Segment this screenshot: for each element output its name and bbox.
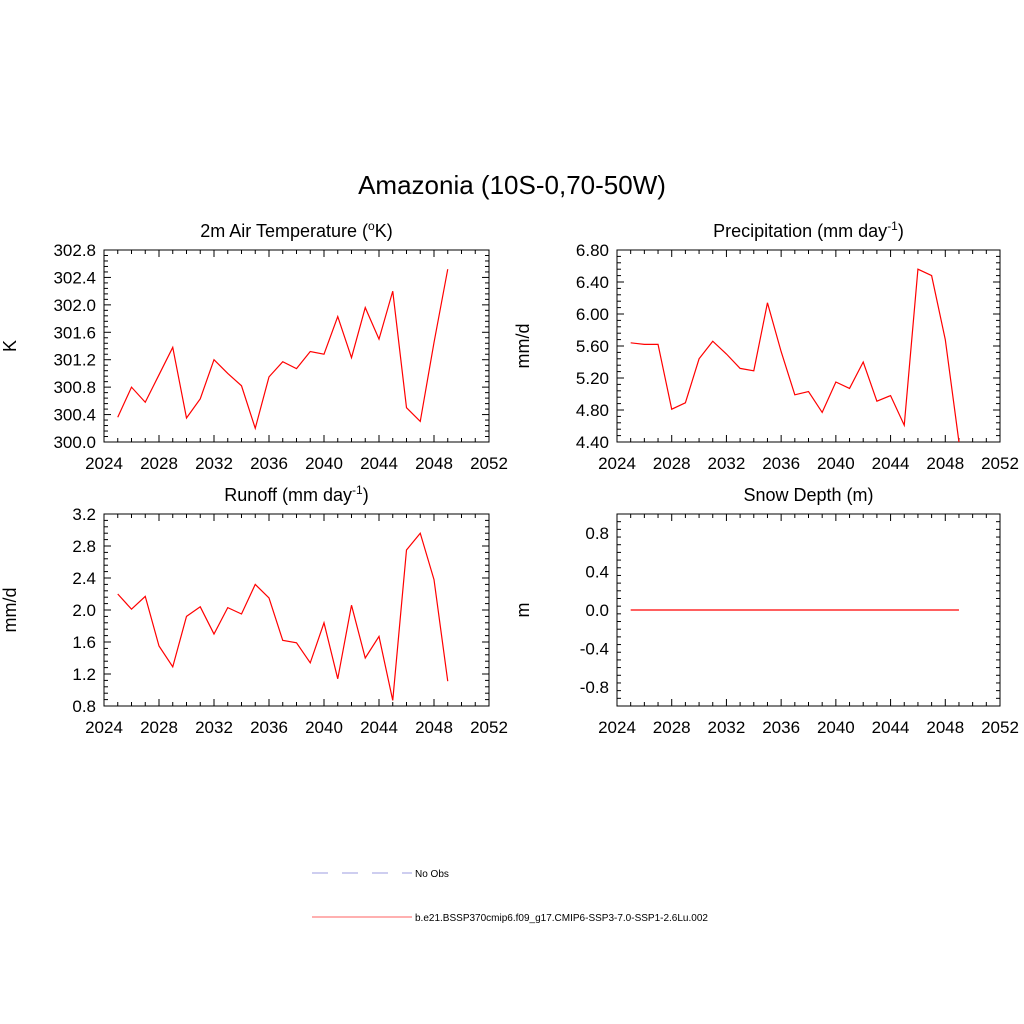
runoff-xtick-label: 2024 bbox=[85, 718, 123, 737]
temperature-ytick-label: 301.2 bbox=[53, 351, 96, 370]
snow-depth-xtick-label: 2032 bbox=[708, 718, 746, 737]
precipitation-ytick-label: 4.40 bbox=[576, 433, 609, 452]
runoff-ytick-label: 1.6 bbox=[72, 633, 96, 652]
snow-depth-ylabel: m bbox=[513, 603, 533, 618]
snow-depth-ytick-label: 0.0 bbox=[585, 601, 609, 620]
temperature-ytick-label: 300.8 bbox=[53, 378, 96, 397]
temperature-series-line bbox=[117, 269, 449, 431]
precipitation-title-superscript: -1 bbox=[887, 219, 898, 233]
temperature-ytick-label: 301.6 bbox=[53, 323, 96, 342]
precipitation-xtick-label: 2040 bbox=[817, 454, 855, 473]
runoff-plot-frame bbox=[103, 513, 490, 707]
runoff-ytick-label: 0.8 bbox=[72, 697, 96, 716]
precipitation-ytick-label: 6.00 bbox=[576, 305, 609, 324]
precipitation-xtick-label: 2024 bbox=[598, 454, 636, 473]
runoff-title-main: Runoff (mm day bbox=[224, 485, 352, 505]
precipitation-ytick-label: 6.40 bbox=[576, 273, 609, 292]
snow-depth-title: Snow Depth (m) bbox=[743, 485, 873, 505]
precipitation-title-main: Precipitation (mm day bbox=[713, 221, 887, 241]
temperature-title-end: K) bbox=[375, 221, 393, 241]
temperature-ytick-label: 300.4 bbox=[53, 406, 96, 425]
runoff-xtick-label: 2048 bbox=[415, 718, 453, 737]
runoff-ytick-label: 2.0 bbox=[72, 601, 96, 620]
temperature-xtick-label: 2040 bbox=[305, 454, 343, 473]
precipitation-series-line bbox=[630, 268, 960, 443]
precipitation-xtick-label: 2028 bbox=[653, 454, 691, 473]
temperature-xtick-label: 2052 bbox=[470, 454, 508, 473]
snow-depth-xtick-label: 2028 bbox=[653, 718, 691, 737]
runoff-xtick-label: 2036 bbox=[250, 718, 288, 737]
precipitation-xtick-label: 2052 bbox=[981, 454, 1019, 473]
snow-depth-ytick-label: 0.4 bbox=[585, 563, 609, 582]
runoff-title: Runoff (mm day-1) bbox=[224, 483, 368, 505]
panel-snow-depth: 2024 2028 2032 2036 2040 2044 2048 2052 -0.8 -0.4… bbox=[513, 485, 1019, 737]
snow-depth-xtick-label: 2052 bbox=[981, 718, 1019, 737]
runoff-xtick-label: 2032 bbox=[195, 718, 233, 737]
legend-label-model-run: b.e21.BSSP370cmip6.f09_g17.CMIP6-SSP3-7.… bbox=[415, 913, 708, 924]
precipitation-ytick-label: 5.60 bbox=[576, 337, 609, 356]
precipitation-title-end: ) bbox=[898, 221, 904, 241]
temperature-ytick-label: 300.0 bbox=[53, 433, 96, 452]
precipitation-plot-frame bbox=[616, 249, 1001, 443]
snow-depth-xtick-label: 2024 bbox=[598, 718, 636, 737]
temperature-ytick-label: 302.0 bbox=[53, 296, 96, 315]
snow-depth-xtick-label: 2036 bbox=[762, 718, 800, 737]
precipitation-ylabel: mm/d bbox=[513, 324, 533, 369]
panel-runoff: 2024 2028 2032 2036 2040 2044 2048 2052 0.8 1.2 1.… bbox=[0, 483, 508, 737]
precipitation-xtick-label: 2032 bbox=[708, 454, 746, 473]
precipitation-title: Precipitation (mm day-1) bbox=[713, 219, 904, 241]
legend-label-no-obs: No Obs bbox=[415, 869, 449, 880]
precipitation-ytick-label: 5.20 bbox=[576, 369, 609, 388]
temperature-ytick-label: 302.4 bbox=[53, 268, 96, 287]
precipitation-ytick-label: 6.80 bbox=[576, 241, 609, 260]
panels: 2024 2028 2032 2036 2040 2044 2048 2052 300.0 300… bbox=[0, 219, 1019, 737]
runoff-ytick-label: 2.8 bbox=[72, 537, 96, 556]
precipitation-ytick-label: 4.80 bbox=[576, 401, 609, 420]
figure-title: Amazonia (10S-0,70-50W) bbox=[358, 170, 666, 200]
snow-depth-ytick-label: 0.8 bbox=[585, 524, 609, 543]
temperature-xtick-label: 2048 bbox=[415, 454, 453, 473]
precipitation-xtick-label: 2044 bbox=[872, 454, 910, 473]
temperature-xtick-label: 2036 bbox=[250, 454, 288, 473]
precipitation-xtick-label: 2036 bbox=[762, 454, 800, 473]
runoff-series-line bbox=[117, 531, 449, 701]
legend: No Obs b.e21.BSSP370cmip6.f09_g17.CMIP6-… bbox=[312, 869, 708, 924]
temperature-title-superscript: o bbox=[368, 219, 375, 233]
snow-depth-xtick-label: 2044 bbox=[872, 718, 910, 737]
snow-depth-ytick-label: -0.4 bbox=[580, 639, 609, 658]
temperature-xtick-label: 2028 bbox=[140, 454, 178, 473]
temperature-xtick-label: 2024 bbox=[85, 454, 123, 473]
temperature-ytick-label: 302.8 bbox=[53, 241, 96, 260]
snow-depth-ytick-label: -0.8 bbox=[580, 678, 609, 697]
runoff-title-end: ) bbox=[363, 485, 369, 505]
panel-precipitation: 2024 2028 2032 2036 2040 2044 2048 2052 4.40 4.80… bbox=[513, 219, 1019, 473]
runoff-xtick-label: 2052 bbox=[470, 718, 508, 737]
precipitation-xtick-label: 2048 bbox=[926, 454, 964, 473]
runoff-xtick-label: 2040 bbox=[305, 718, 343, 737]
temperature-title: 2m Air Temperature (oK) bbox=[200, 219, 392, 241]
temperature-ylabel: K bbox=[0, 340, 20, 352]
temperature-title-main: 2m Air Temperature ( bbox=[200, 221, 368, 241]
runoff-ylabel: mm/d bbox=[0, 588, 20, 633]
runoff-xtick-label: 2028 bbox=[140, 718, 178, 737]
snow-depth-title-main: Snow Depth (m) bbox=[743, 485, 873, 505]
temperature-xtick-label: 2044 bbox=[360, 454, 398, 473]
runoff-ytick-label: 1.2 bbox=[72, 665, 96, 684]
snow-depth-xtick-label: 2048 bbox=[926, 718, 964, 737]
snow-depth-xtick-label: 2040 bbox=[817, 718, 855, 737]
runoff-ytick-label: 3.2 bbox=[72, 505, 96, 524]
panel-temperature: 2024 2028 2032 2036 2040 2044 2048 2052 300.0 300… bbox=[0, 219, 508, 473]
runoff-ytick-label: 2.4 bbox=[72, 569, 96, 588]
runoff-title-superscript: -1 bbox=[352, 483, 363, 497]
runoff-xtick-label: 2044 bbox=[360, 718, 398, 737]
temperature-xtick-label: 2032 bbox=[195, 454, 233, 473]
temperature-plot-frame bbox=[103, 249, 490, 443]
